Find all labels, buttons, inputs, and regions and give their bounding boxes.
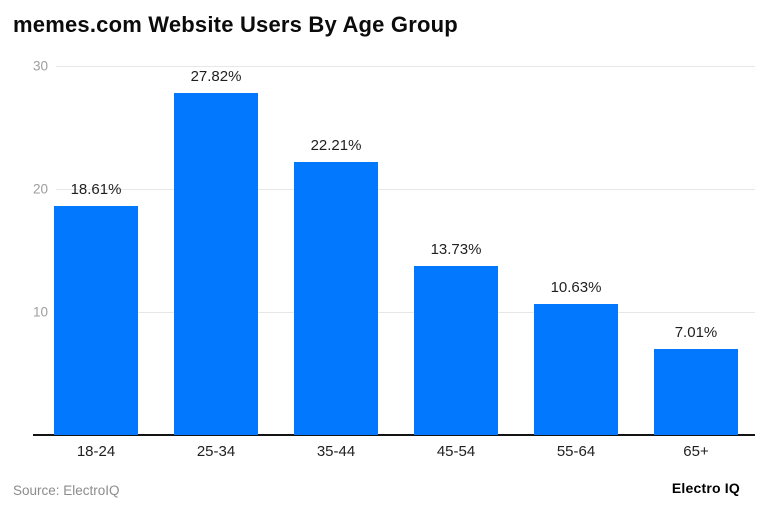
y-axis-tick-label: 30 [32,58,48,74]
bar-value-label: 22.21% [310,137,362,154]
x-axis-label: 35-44 [316,443,356,460]
x-axis-label: 18-24 [76,443,116,460]
x-axis-label: 45-54 [436,443,476,460]
bar [534,304,618,435]
bar [654,349,738,435]
gridline [56,311,755,313]
bar-value-label: 18.61% [70,181,122,198]
bar-value-label: 13.73% [430,241,482,258]
chart-title: memes.com Website Users By Age Group [13,12,458,37]
bar [294,162,378,435]
bar [414,266,498,435]
x-axis-label: 25-34 [196,443,236,460]
x-axis-line [33,434,755,436]
x-axis-label: 65+ [683,443,709,460]
bar-value-label: 27.82% [190,68,242,85]
bar [174,93,258,435]
gridline [56,188,755,190]
x-axis-label: 55-64 [556,443,596,460]
bar [54,206,138,435]
brand-logo-text: Electro IQ [671,480,740,496]
bar-value-label: 7.01% [674,324,718,341]
y-axis-tick-label: 10 [32,304,48,320]
y-axis-tick-label: 20 [32,181,48,197]
gridline [56,65,755,67]
bar-value-label: 10.63% [550,279,602,296]
source-attribution: Source: ElectroIQ [13,483,120,498]
